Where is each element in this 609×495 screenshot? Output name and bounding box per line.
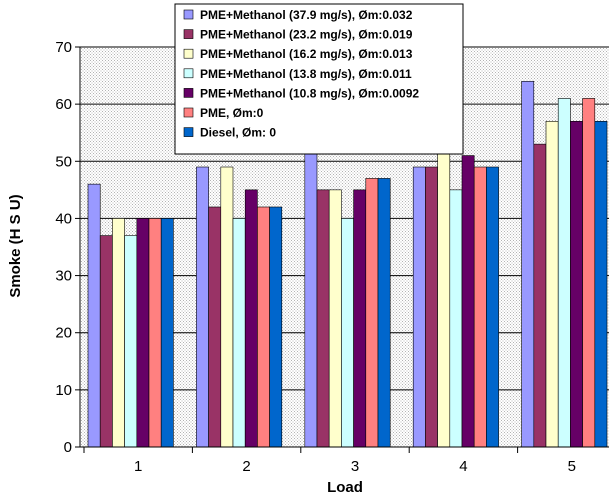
- bar: [557, 98, 571, 448]
- bar: [377, 178, 391, 448]
- bar: [136, 218, 150, 448]
- bar: [208, 206, 222, 448]
- legend-entry: PME, Øm:0: [200, 106, 264, 120]
- legend-swatch: [183, 88, 194, 98]
- x-tick-label: 4: [459, 458, 467, 475]
- bar: [365, 178, 379, 448]
- legend-box: [174, 3, 464, 155]
- y-tick-label: 30: [55, 268, 72, 285]
- bar: [594, 120, 608, 448]
- legend-swatch: [183, 127, 194, 137]
- y-tick-label: 70: [55, 39, 72, 56]
- legend-swatch: [183, 107, 194, 118]
- x-tick-label: 2: [242, 458, 250, 475]
- legend-swatch: [183, 29, 194, 39]
- bar: [257, 206, 270, 448]
- legend-entry: PME+Methanol (13.8 mg/s), Øm:0.011: [200, 67, 412, 81]
- legend-entry: PME+Methanol (37.9 mg/s), Øm:0.032: [200, 8, 413, 22]
- bar: [124, 235, 138, 448]
- legend: PME+Methanol (37.9 mg/s), Øm:0.032 PME+Me…: [174, 3, 464, 155]
- bars: [87, 80, 608, 448]
- bar: [160, 218, 174, 448]
- legend-entry: PME+Methanol (16.2 mg/s), Øm:0.013: [200, 47, 413, 61]
- legend-entry: Diesel, Øm: 0: [200, 126, 276, 140]
- bar: [244, 189, 258, 448]
- bar: [521, 80, 535, 448]
- bar: [232, 218, 246, 448]
- y-tick-label: 50: [55, 153, 72, 170]
- x-tick-label: 5: [568, 458, 576, 475]
- legend-entry: PME+Methanol (10.8 mg/s), Øm:0.0092: [200, 86, 419, 100]
- y-tick-label: 20: [55, 325, 72, 342]
- bar: [570, 120, 583, 448]
- bar: [148, 218, 162, 448]
- bar: [545, 120, 559, 448]
- y-tick-label: 40: [55, 210, 72, 227]
- bar: [269, 206, 283, 448]
- x-axis-label: Load: [327, 479, 363, 495]
- bar: [486, 166, 499, 448]
- bar: [316, 189, 330, 448]
- x-tick-label: 3: [351, 458, 359, 475]
- bar: [473, 166, 487, 448]
- x-tick-label: 1: [134, 458, 142, 475]
- bar: [449, 189, 463, 448]
- bar: [328, 189, 342, 448]
- bar: [582, 98, 596, 448]
- legend-swatch: [183, 48, 194, 59]
- legend-entry: PME+Methanol (23.2 mg/s), Øm:0.019: [200, 28, 413, 42]
- bar: [425, 166, 438, 448]
- legend-swatch: [183, 9, 194, 20]
- bar: [87, 183, 101, 448]
- bar: [304, 143, 318, 448]
- bar: [341, 218, 354, 448]
- bar: [196, 166, 209, 448]
- y-tick-label: 0: [64, 439, 72, 456]
- axes: 0 10 20 30 40 50 60 70 1 2 3 4 5: [55, 39, 609, 475]
- y-tick-label: 60: [55, 96, 72, 113]
- bar: [412, 166, 426, 448]
- bar: [461, 155, 475, 448]
- bar: [437, 143, 451, 448]
- bar: [99, 235, 113, 448]
- bar: [533, 143, 547, 448]
- bar: [220, 166, 234, 448]
- bar: [353, 189, 367, 448]
- bar: [112, 218, 125, 448]
- y-axis-label: Smoke (H S U): [7, 194, 24, 297]
- y-tick-label: 10: [55, 382, 72, 399]
- legend-swatch: [183, 68, 194, 79]
